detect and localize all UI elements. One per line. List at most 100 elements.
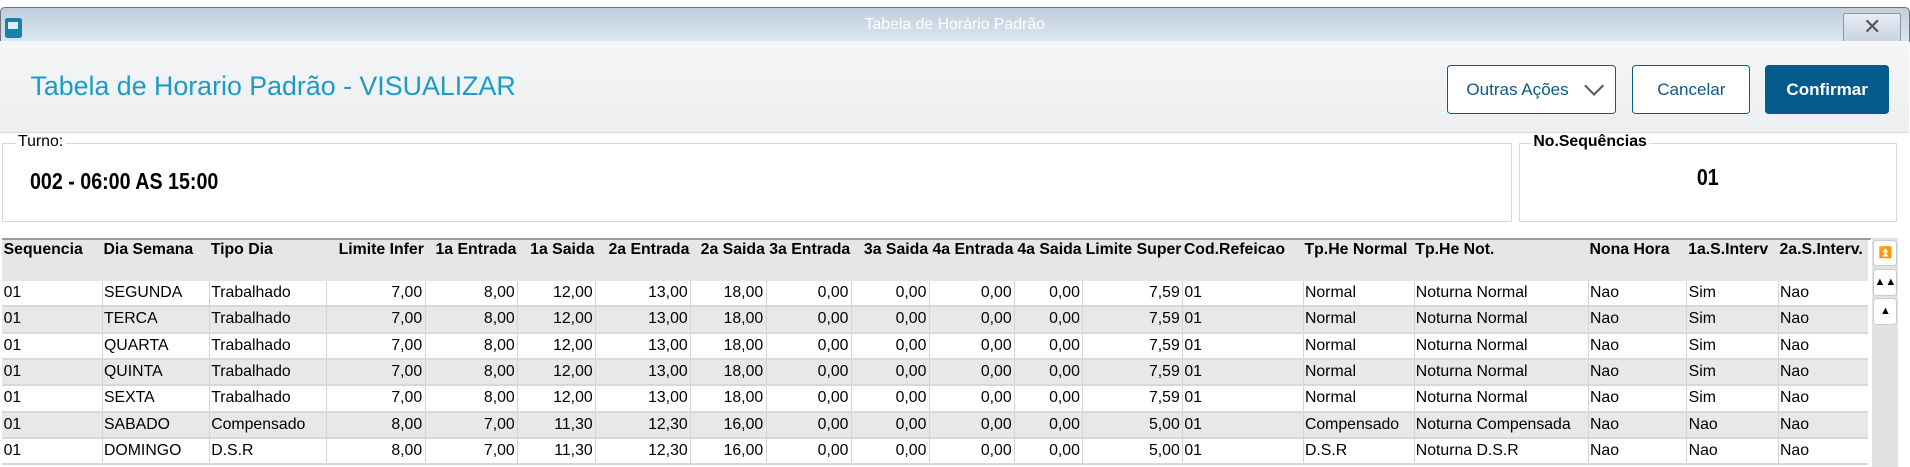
app-icon bbox=[4, 18, 22, 38]
table-cell: 8,00 bbox=[325, 411, 426, 439]
table-cell: 01 bbox=[2, 358, 103, 387]
column-header[interactable]: 1a Entrada bbox=[425, 239, 518, 281]
table-cell: Nao bbox=[1686, 411, 1779, 439]
table-cell: 0,00 bbox=[928, 385, 1015, 413]
table-cell: Nao bbox=[1587, 385, 1687, 413]
table-row[interactable]: 01 TERCA Trabalhado 7,00 8,00 12,00 13,00 18,00… bbox=[2, 306, 1869, 334]
vertical-scrollbar[interactable]: ⏫ ▲▲ ▲ bbox=[1872, 237, 1898, 467]
confirm-button[interactable]: Confirmar bbox=[1765, 64, 1890, 115]
table-cell: 0,00 bbox=[928, 411, 1015, 439]
column-header[interactable]: 4a Entrada bbox=[929, 239, 1015, 281]
table-row[interactable]: 01 QUINTA Trabalhado 7,00 8,00 12,00 13,00 18,0… bbox=[2, 358, 1869, 387]
table-cell: Nao bbox=[1777, 411, 1869, 439]
column-header[interactable]: Tipo Dia bbox=[209, 239, 327, 281]
table-cell: 0,00 bbox=[850, 306, 930, 334]
table-row[interactable]: 01 SABADO Compensado 8,00 7,00 11,30 12,30 16,0… bbox=[2, 411, 1869, 439]
table-cell: 7,00 bbox=[424, 411, 518, 439]
table-cell: 0,00 bbox=[1014, 306, 1083, 334]
column-header[interactable]: 3a Entrada bbox=[766, 239, 852, 281]
table-cell: 7,59 bbox=[1082, 385, 1183, 413]
column-header[interactable]: 2a.S.Interv. bbox=[1778, 239, 1869, 281]
table-cell: 16,00 bbox=[690, 437, 767, 466]
table-row[interactable]: 01 QUARTA Trabalhado 7,00 8,00 12,00 13,00 18,0… bbox=[2, 332, 1869, 360]
table-cell: Noturna D.S.R bbox=[1413, 437, 1589, 466]
table-cell: 0,00 bbox=[1014, 385, 1083, 413]
table-cell: 7,59 bbox=[1082, 332, 1183, 360]
table-cell: 12,00 bbox=[517, 332, 596, 360]
table-cell: 12,00 bbox=[517, 385, 596, 413]
table-cell: Noturna Compensada bbox=[1413, 411, 1589, 439]
other-actions-button[interactable]: Outras Ações bbox=[1447, 64, 1617, 115]
table-cell: 7,59 bbox=[1082, 280, 1183, 308]
table-cell: Trabalhado bbox=[208, 306, 327, 334]
column-header[interactable]: 2a Saida bbox=[690, 239, 767, 281]
table-cell: 01 bbox=[2, 437, 103, 466]
schedule-table: Sequencia Dia Semana Tipo Dia Limite Infer 1… bbox=[2, 237, 1871, 467]
table-cell: 0,00 bbox=[1014, 411, 1083, 439]
chevron-down-icon bbox=[1583, 76, 1604, 97]
table-row[interactable]: 01 DOMINGO D.S.R 8,00 7,00 11,30 12,30 16,00 0,0… bbox=[2, 437, 1869, 466]
table-cell: 01 bbox=[1182, 306, 1304, 334]
table-cell: D.S.R bbox=[208, 437, 327, 466]
cancel-button[interactable]: Cancelar bbox=[1632, 64, 1751, 115]
column-header[interactable]: Limite Infer bbox=[326, 239, 426, 281]
table-cell: Normal bbox=[1302, 385, 1415, 413]
close-button[interactable]: ✕ bbox=[1843, 13, 1902, 45]
column-header[interactable]: Dia Semana bbox=[102, 239, 210, 281]
table-row[interactable]: 01 SEXTA Trabalhado 7,00 8,00 12,00 13,00 18,00… bbox=[2, 385, 1869, 413]
column-header[interactable]: Nona Hora bbox=[1588, 239, 1687, 281]
table-cell: Noturna Normal bbox=[1413, 385, 1589, 413]
table-cell: 01 bbox=[1182, 411, 1304, 439]
scroll-top-icon[interactable]: ⏫ bbox=[1873, 239, 1898, 267]
table-cell: Nao bbox=[1686, 437, 1779, 466]
column-header[interactable]: Cod.Refeicao bbox=[1182, 239, 1304, 281]
table-cell: 7,00 bbox=[325, 385, 426, 413]
column-header[interactable]: 2a Entrada bbox=[595, 239, 691, 281]
column-header[interactable]: 4a Saida bbox=[1014, 239, 1083, 281]
table-cell: 13,00 bbox=[595, 280, 691, 308]
turno-value: 002 - 06:00 AS 15:00 bbox=[30, 167, 219, 194]
table-cell: 11,30 bbox=[517, 411, 596, 439]
table-cell: 0,00 bbox=[1014, 332, 1083, 360]
table-cell: SEXTA bbox=[101, 385, 210, 413]
table-cell: Noturna Normal bbox=[1413, 358, 1589, 387]
column-header[interactable]: 3a Saida bbox=[851, 239, 930, 281]
table-cell: 0,00 bbox=[765, 332, 852, 360]
page-title: Tabela de Horario Padrão - VISUALIZAR bbox=[30, 70, 516, 101]
table-cell: 12,00 bbox=[517, 358, 596, 387]
column-header[interactable]: Sequencia bbox=[2, 239, 103, 281]
table-cell: 0,00 bbox=[928, 306, 1015, 334]
table-cell: 01 bbox=[2, 332, 103, 360]
page-up-icon[interactable]: ▲▲ bbox=[1873, 269, 1898, 296]
table-cell: 13,00 bbox=[595, 385, 691, 413]
table-cell: Nao bbox=[1777, 306, 1869, 334]
sequences-label: No.Sequências bbox=[1530, 132, 1650, 151]
table-cell: QUARTA bbox=[101, 332, 210, 360]
table-cell: 11,30 bbox=[517, 437, 596, 466]
column-header[interactable]: Tp.He Not. bbox=[1414, 239, 1589, 281]
table-cell: 18,00 bbox=[690, 332, 767, 360]
table-cell: 0,00 bbox=[928, 332, 1015, 360]
line-up-icon[interactable]: ▲ bbox=[1873, 298, 1898, 325]
table-cell: 12,30 bbox=[595, 437, 691, 466]
table-row[interactable]: 01 SEGUNDA Trabalhado 7,00 8,00 12,00 13,00 18,… bbox=[2, 280, 1869, 308]
table-cell: 13,00 bbox=[595, 306, 691, 334]
table-cell: 7,00 bbox=[325, 332, 426, 360]
table-cell: 5,00 bbox=[1082, 411, 1183, 439]
table-cell: Noturna Normal bbox=[1413, 306, 1589, 334]
table-cell: Nao bbox=[1587, 280, 1687, 308]
table-cell: 0,00 bbox=[850, 411, 930, 439]
column-header[interactable]: Limite Super bbox=[1082, 239, 1183, 281]
table-cell: 0,00 bbox=[850, 437, 930, 466]
table-cell: 13,00 bbox=[595, 332, 691, 360]
table-cell: Sim bbox=[1686, 306, 1779, 334]
table-cell: Nao bbox=[1777, 358, 1869, 387]
table-cell: Nao bbox=[1777, 437, 1869, 466]
column-header[interactable]: 1a Saida bbox=[517, 239, 596, 281]
table-cell: 0,00 bbox=[765, 385, 852, 413]
column-header[interactable]: Tp.He Normal bbox=[1303, 239, 1415, 281]
table-cell: 0,00 bbox=[928, 358, 1015, 387]
column-header[interactable]: 1a.S.Interv bbox=[1686, 239, 1779, 281]
turno-label: Turno: bbox=[15, 132, 66, 151]
